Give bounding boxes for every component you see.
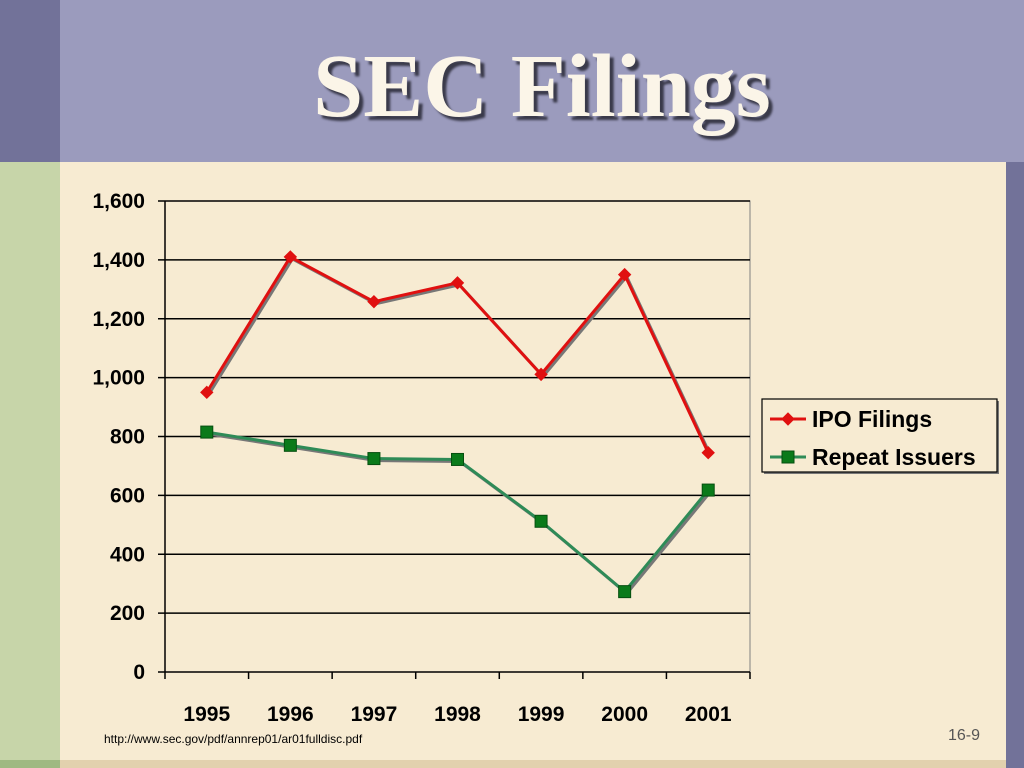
y-tick-label: 200 (110, 602, 145, 625)
x-tick-label: 2001 (685, 703, 732, 726)
x-tick-label: 1996 (267, 703, 314, 726)
title-band (60, 0, 1024, 162)
ipo-filings-point (701, 445, 715, 460)
repeat-issuers-point (534, 514, 548, 528)
y-tick-label: 1,200 (92, 308, 145, 331)
ipo-filings-point (450, 276, 465, 290)
ipo-filings-point (283, 250, 298, 264)
legend-ipo-filings-marker (781, 412, 795, 426)
repeat-issuers-point (451, 452, 464, 466)
source-link[interactable]: http://www.sec.gov/pdf/annrep01/ar01full… (104, 732, 363, 746)
legend-box (761, 398, 998, 473)
side-bar-bottom (0, 162, 60, 768)
y-tick-label: 1,600 (92, 190, 145, 213)
y-tick-label: 800 (110, 426, 145, 449)
legend-repeat-issuers-marker (781, 450, 795, 464)
bottom-strip-left (0, 760, 60, 768)
ipo-filings-point (534, 367, 548, 382)
x-tick-label: 1997 (351, 703, 398, 726)
y-tick-label: 0 (133, 661, 145, 684)
x-tick-label: 1998 (434, 703, 481, 726)
y-tick-label: 1,000 (92, 367, 145, 390)
x-tick-label: 1999 (518, 703, 565, 726)
bottom-strip (60, 760, 1006, 768)
y-tick-label: 1,400 (92, 249, 145, 272)
ipo-filings-point (200, 385, 214, 400)
legend-repeat-issuers-label: Repeat Issuers (812, 444, 976, 470)
repeat-issuers-point (200, 425, 214, 439)
repeat-issuers-point (618, 585, 632, 599)
y-tick-label: 600 (110, 484, 145, 507)
right-bar (1006, 162, 1024, 768)
legend-ipo-filings-label: IPO Filings (812, 406, 932, 432)
slide-title: SEC Filings (313, 37, 771, 136)
ipo-filings-point (617, 267, 632, 282)
x-tick-label: 1995 (183, 703, 230, 726)
repeat-issuers-point (701, 483, 715, 497)
slide-number: 16-9 (947, 727, 980, 744)
repeat-issuers-point (367, 452, 381, 466)
ipo-filings-point (367, 294, 381, 309)
side-bar-top (0, 0, 60, 162)
repeat-issuers-point (283, 438, 297, 452)
line-chart: 0 200 400 600 800 1,000 1,200 1,400 1,600 1995 199… (92, 190, 999, 726)
y-tick-label: 400 (110, 543, 145, 566)
x-tick-label: 2000 (601, 703, 648, 726)
